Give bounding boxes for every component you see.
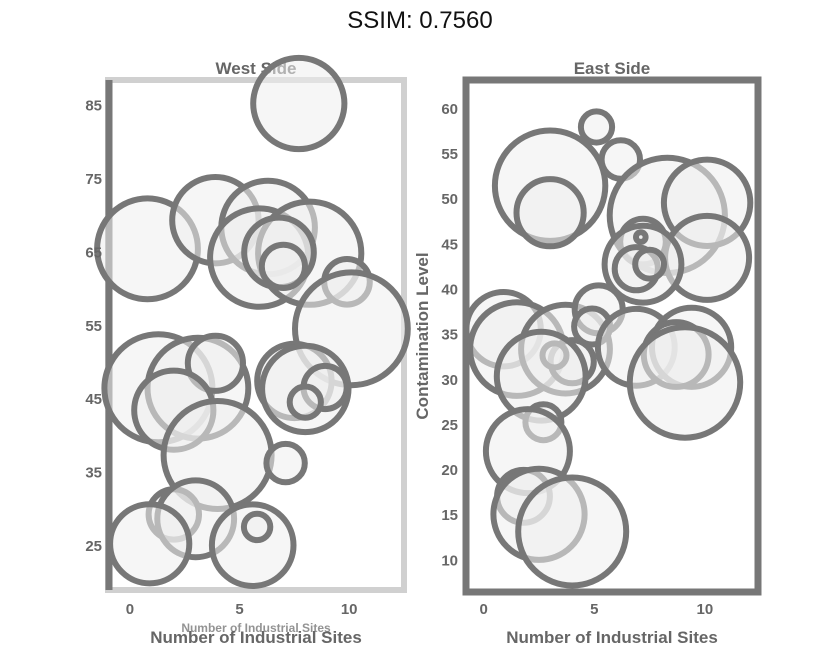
west-side-x-tick-label: 5 xyxy=(235,601,243,618)
east-side-title: East Side xyxy=(574,59,651,78)
west-side-bubbles xyxy=(94,54,411,590)
east-side-y-tick-label: 60 xyxy=(441,101,458,118)
west-side-bubble-25 xyxy=(240,510,274,544)
east-side-y-tick-label: 35 xyxy=(441,327,458,344)
west-side-x-tick-label: 10 xyxy=(341,601,358,618)
east-side-y-tick-label: 15 xyxy=(441,507,458,524)
east-side-panel: East Side 10 15 20 25 30 35 40 45 50 55 60 0 5 10 Nu… xyxy=(413,59,762,647)
west-side-y-tick-label: 75 xyxy=(85,171,102,188)
west-side-bubble-23 xyxy=(107,501,193,587)
west-side-y-tick-label: 45 xyxy=(85,391,102,408)
east-side-y-tick-label: 45 xyxy=(441,236,458,253)
east-side-y-tick-label: 30 xyxy=(441,372,458,389)
west-side-y-tick-label: 55 xyxy=(85,318,102,335)
east-side-x-tick-label: 5 xyxy=(590,601,598,618)
east-side-bubble-11 xyxy=(632,246,667,282)
east-side-x-tick-label: 0 xyxy=(480,601,488,618)
west-side-x-axis-label-secondary: Number of Industrial Sites xyxy=(181,621,331,635)
east-side-y-tick-label: 10 xyxy=(441,552,458,569)
west-side-bubble-13 xyxy=(184,332,246,394)
east-side-x-tick-label: 10 xyxy=(697,601,714,618)
west-side-y-ticks: 25 35 45 55 65 75 85 xyxy=(85,98,102,555)
west-side-y-tick-label: 35 xyxy=(85,465,102,482)
figure-title: SSIM: 0.7560 xyxy=(347,7,492,34)
west-side-x-axis-label: Number of Industrial Sites xyxy=(150,628,362,647)
west-side-bubble-18 xyxy=(286,383,324,421)
west-side-y-tick-label: 25 xyxy=(85,538,102,555)
east-side-y-tick-label: 20 xyxy=(441,462,458,479)
west-side-x-ticks: 0 5 10 xyxy=(126,601,358,618)
east-side-bubble-4 xyxy=(513,176,587,250)
west-side-bubble-1 xyxy=(250,54,348,153)
east-side-bubble-2 xyxy=(577,108,616,146)
east-side-y-tick-label: 25 xyxy=(441,417,458,434)
west-side-y-tick-label: 85 xyxy=(85,98,102,115)
east-side-bubble-21 xyxy=(626,324,744,441)
east-side-y-axis-label: Contamination Level xyxy=(413,252,432,419)
west-side-y-tick-label: 65 xyxy=(85,244,102,261)
east-side-y-tick-label: 50 xyxy=(441,191,458,208)
east-side-x-ticks: 0 5 10 xyxy=(480,601,714,618)
east-side-bubbles xyxy=(463,108,754,589)
east-side-y-ticks: 10 15 20 25 30 35 40 45 50 55 60 xyxy=(441,101,458,570)
east-side-bubble-29 xyxy=(515,474,630,589)
east-side-bubble-12 xyxy=(633,229,649,245)
east-side-y-tick-label: 40 xyxy=(441,282,458,299)
west-side-bubble-8 xyxy=(258,241,308,291)
east-side-x-axis-label: Number of Industrial Sites xyxy=(506,628,718,647)
east-side-y-tick-label: 55 xyxy=(441,146,458,163)
west-side-x-tick-label: 0 xyxy=(126,601,134,618)
west-side-bubble-20 xyxy=(263,440,308,486)
